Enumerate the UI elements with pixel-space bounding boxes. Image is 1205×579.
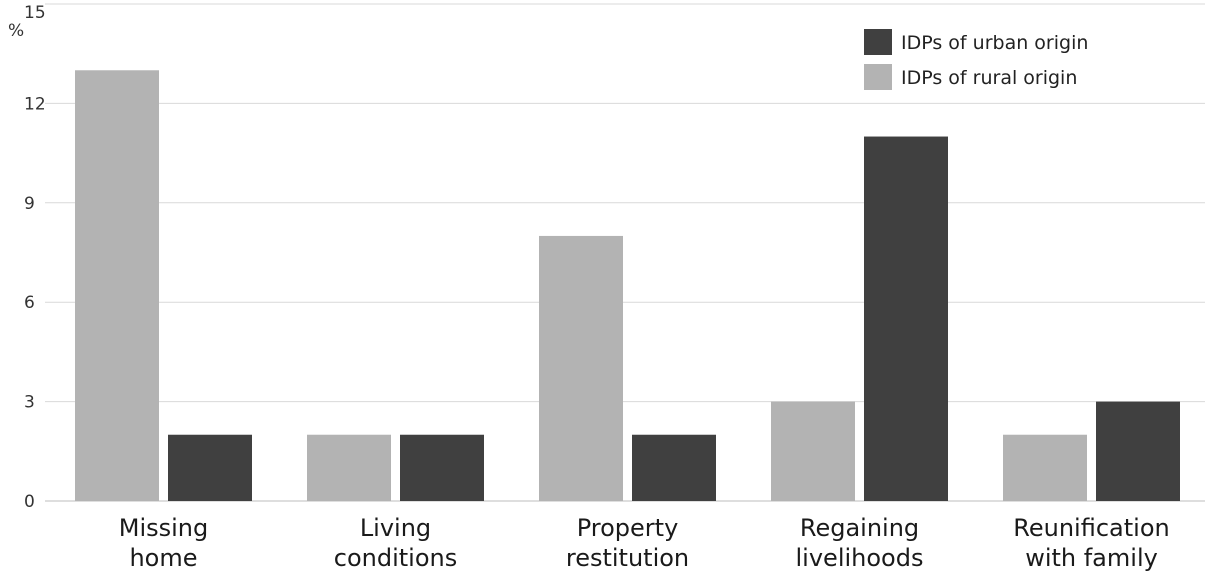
bar-rural-1 xyxy=(307,434,391,501)
y-axis-ticks: 0 3 6 9 12 15 xyxy=(24,3,46,512)
x-category-label: Regaining livelihoods xyxy=(796,514,924,572)
y-tick-label: 9 xyxy=(24,194,35,214)
y-tick-label: 15 xyxy=(24,3,46,23)
y-tick-label: 0 xyxy=(24,492,35,512)
x-category-label: Property restitution xyxy=(566,514,689,572)
y-tick-label: 6 xyxy=(24,293,35,313)
bar-rural-0 xyxy=(75,70,159,502)
bar-urban-2 xyxy=(632,434,716,501)
x-category-label: Living conditions xyxy=(334,514,457,572)
bar-urban-1 xyxy=(400,434,484,501)
legend: IDPs of urban origin IDPs of rural origin xyxy=(864,29,1088,90)
x-category-label: Reunification with family xyxy=(1013,514,1169,572)
bar-urban-0 xyxy=(168,434,252,501)
bar-rural-4 xyxy=(1003,434,1087,501)
legend-label: IDPs of urban origin xyxy=(901,32,1088,54)
y-axis-unit-label: % xyxy=(8,21,24,41)
legend-swatch xyxy=(864,64,892,90)
y-tick-label: 3 xyxy=(24,393,35,413)
bar-rural-3 xyxy=(771,401,855,501)
bar-urban-3 xyxy=(864,136,948,502)
bar-urban-4 xyxy=(1096,401,1180,501)
bars xyxy=(75,70,1180,502)
category-labels: Missing home Living conditions Property resti… xyxy=(119,514,1170,572)
x-category-label: Missing home xyxy=(119,514,209,572)
legend-label: IDPs of rural origin xyxy=(901,67,1077,89)
bar-rural-2 xyxy=(539,235,623,501)
y-tick-label: 12 xyxy=(24,94,46,114)
legend-swatch xyxy=(864,29,892,55)
